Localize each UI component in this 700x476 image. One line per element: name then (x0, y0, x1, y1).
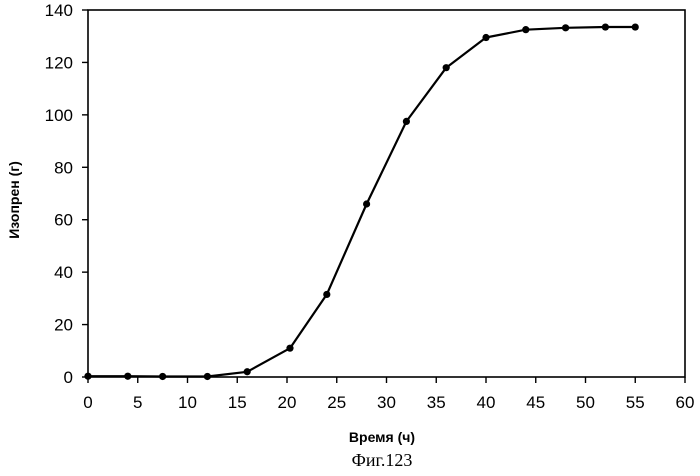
data-point (124, 372, 132, 380)
x-tick-label: 55 (626, 393, 645, 412)
x-axis: 0 5 10 15 20 25 30 35 40 45 50 55 60 (83, 9, 695, 412)
data-point (159, 372, 167, 381)
data-point (631, 23, 639, 31)
x-tick-label: 50 (576, 393, 595, 412)
x-axis-title: Время (ч) (349, 429, 415, 445)
data-point (562, 24, 570, 32)
series-layer (84, 23, 639, 381)
series-line (88, 25, 636, 378)
data-point (522, 26, 530, 34)
y-tick-label: 80 (54, 158, 73, 177)
x-tick-label: 10 (178, 393, 197, 412)
x-tick-label: 40 (477, 393, 496, 412)
x-tick-label: 45 (526, 393, 545, 412)
data-point (286, 344, 294, 352)
data-point (323, 290, 331, 299)
data-point (203, 372, 211, 381)
x-tick-label: 35 (427, 393, 446, 412)
y-axis-title: Изопрен (г) (6, 161, 22, 239)
y-tick-label: 20 (54, 316, 73, 335)
data-point (84, 372, 92, 380)
y-tick-label: 40 (54, 263, 73, 282)
data-point (243, 368, 251, 376)
x-tick-label: 5 (133, 393, 142, 412)
y-tick-label: 120 (45, 53, 73, 72)
data-point (402, 117, 410, 126)
plot-frame (87, 9, 686, 378)
y-tick-label: 0 (64, 368, 73, 387)
data-point (601, 23, 610, 31)
y-tick-label: 60 (54, 211, 73, 230)
y-axis: 0 20 40 60 80 100 120 140 (45, 1, 88, 387)
x-tick-label: 60 (676, 393, 695, 412)
data-point (363, 200, 371, 208)
data-point (442, 64, 450, 72)
figure-caption: Фиг.123 (352, 450, 413, 470)
y-tick-label: 140 (45, 1, 73, 20)
x-tick-label: 20 (278, 393, 297, 412)
x-tick-label: 30 (377, 393, 396, 412)
x-tick-label: 15 (228, 393, 247, 412)
x-tick-label: 0 (83, 393, 92, 412)
data-point (482, 33, 490, 42)
x-tick-label: 25 (327, 393, 346, 412)
y-tick-label: 100 (45, 106, 73, 125)
